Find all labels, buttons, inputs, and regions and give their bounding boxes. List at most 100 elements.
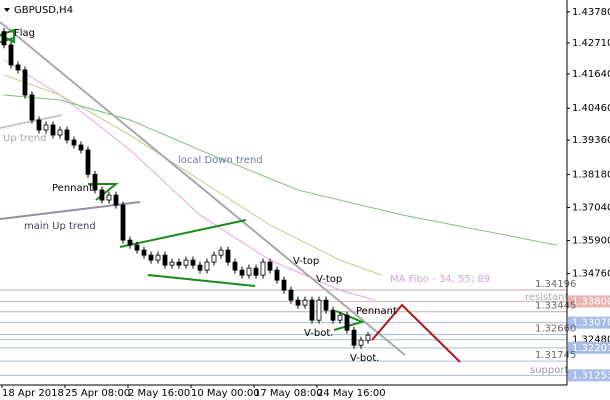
candle-body: [162, 254, 168, 266]
candle-body: [169, 261, 175, 266]
candle-body: [134, 244, 140, 251]
annotation: resistant: [525, 292, 569, 303]
wedge-bottom: [147, 274, 256, 287]
candle-body: [113, 194, 119, 206]
candle-body: [232, 261, 238, 271]
level-label: 1.33445: [535, 301, 576, 312]
candle-body: [106, 194, 112, 201]
candle-body: [190, 259, 196, 266]
candle-body: [71, 139, 77, 146]
moving-averages: [3, 59, 558, 301]
wedge-top: [119, 219, 247, 248]
candle-body: [183, 259, 189, 266]
candle-body: [330, 309, 336, 321]
annotation: V-top: [293, 256, 319, 267]
moving-average: [3, 74, 383, 276]
y-tick-label: 1.41640: [572, 69, 610, 80]
level-label: 1.32660: [535, 324, 576, 335]
candle-body: [64, 129, 70, 141]
candle-body: [281, 279, 287, 291]
candle-body: [204, 261, 210, 271]
candle-body: [43, 124, 49, 131]
candle-body: [8, 44, 14, 66]
candle-body: [211, 254, 217, 263]
annotation: Flag: [14, 28, 35, 39]
level-label: 1.32480: [572, 335, 610, 346]
moving-average: [3, 94, 558, 246]
y-tick-label: 1.43780: [572, 7, 610, 18]
candles: [1, 28, 371, 349]
candle-body: [29, 94, 35, 121]
candle-body: [288, 289, 294, 301]
candle-body: [337, 314, 343, 321]
annotation: Pennant: [356, 306, 397, 317]
overlay: Flag Up trend Pennant main Up trend local Do…: [3, 28, 569, 376]
level-tag: [568, 369, 610, 382]
candle-body: [15, 64, 21, 71]
x-tick-label: 10 May 00:00: [191, 388, 260, 399]
annotation: Pennant: [52, 183, 93, 194]
x-tick-label: 2 May 16:00: [128, 388, 190, 399]
candle-body: [260, 261, 266, 276]
candle-body: [295, 299, 301, 306]
candle-body: [239, 269, 245, 276]
candle-body: [36, 119, 42, 131]
annotation: support: [530, 365, 568, 376]
forecast: [371, 303, 461, 363]
y-tick-label: 1.39360: [572, 135, 610, 146]
level-tag: [568, 341, 610, 354]
candle-body: [50, 124, 56, 136]
candle-body: [323, 299, 329, 311]
annotation: main Up trend: [24, 221, 96, 232]
level-label: 1.31745: [535, 350, 576, 361]
y-tick-label: 1.34760: [572, 269, 610, 280]
candle-body: [309, 299, 315, 321]
candle-body: [99, 189, 105, 201]
up-trend-line: [0, 114, 63, 129]
level-label: 1.33800: [572, 296, 610, 307]
candle-body: [246, 267, 252, 276]
candle-body: [267, 261, 273, 271]
candle-body: [274, 269, 280, 281]
level-tag: [568, 316, 610, 329]
candle-body: [358, 339, 364, 346]
y-tick-label: 1.37040: [572, 202, 610, 213]
candle-body: [316, 299, 322, 321]
candle-body: [176, 261, 182, 266]
candle-body: [197, 264, 203, 271]
y-tick-label: 1.35900: [572, 236, 610, 247]
level-label: 1.33070: [572, 318, 610, 329]
candle-body: [141, 249, 147, 256]
annotation: V-bot.: [304, 328, 333, 339]
level-tag: [568, 295, 610, 308]
candle-body: [57, 129, 63, 136]
candle-body: [365, 334, 371, 341]
pennant: [333, 310, 365, 331]
candle-body: [85, 149, 91, 175]
candle-body: [253, 267, 259, 276]
candle-body: [218, 249, 224, 256]
candle-body: [148, 254, 154, 261]
annotation: Up trend: [3, 133, 47, 144]
down-trend-line: [0, 21, 406, 356]
annotation: V-top: [316, 274, 342, 285]
chart-title: GBPUSD,H4: [14, 5, 73, 16]
level-label: 1.32201: [572, 343, 610, 354]
level-label: 1.34196: [535, 279, 576, 290]
annotation: MA Fibo - 34; 55; 89: [390, 274, 490, 285]
candle-body: [120, 204, 126, 241]
x-tick-label: 18 Apr 2018: [2, 388, 64, 399]
candle-body: [127, 239, 133, 246]
x-tick-label: 17 May 08:00: [254, 388, 323, 399]
dropdown-icon[interactable]: [4, 8, 10, 12]
candle-body: [22, 69, 28, 96]
candle-body: [155, 254, 161, 261]
candle-body: [344, 314, 350, 331]
level-label: 1.31253: [572, 370, 610, 381]
y-tick-label: 1.40460: [572, 103, 610, 114]
candle-body: [351, 329, 357, 346]
candle-body: [225, 249, 231, 263]
candle-body: [1, 31, 7, 46]
